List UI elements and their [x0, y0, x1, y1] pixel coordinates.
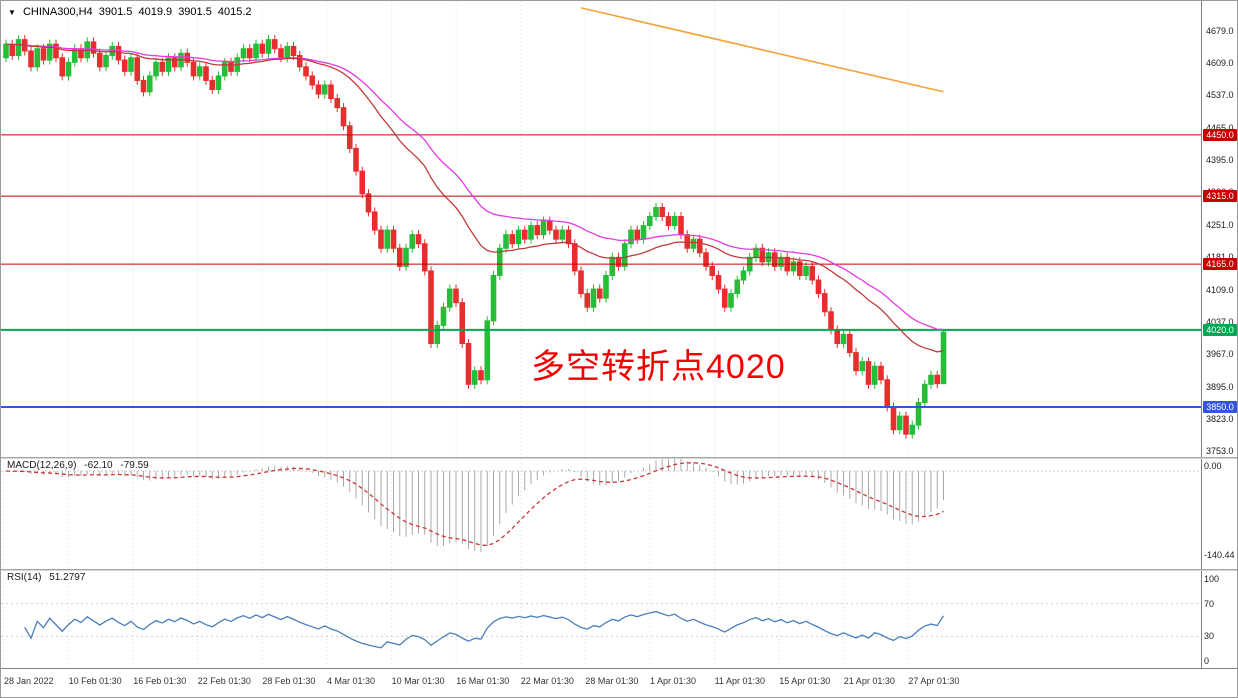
price-tick: 4679.0 [1206, 26, 1234, 36]
price-tick: 4251.0 [1206, 220, 1234, 231]
symbol-info: ▼ CHINA300,H4 3901.5 4019.9 3901.5 4015.… [8, 6, 255, 18]
time-tick: 21 Apr 01:30 [843, 676, 895, 686]
price-tick: 3753.0 [1206, 446, 1234, 456]
price-tick: 3895.0 [1206, 381, 1234, 392]
time-tick: 16 Mar 01:30 [456, 676, 510, 686]
symbol-name: CHINA300,H4 [22, 6, 93, 18]
ohlc-low: 3901.5 [178, 6, 212, 18]
candles [3, 35, 947, 439]
rsi-label: RSI(14) 51.2797 [7, 572, 90, 583]
price-scale[interactable]: 4679.04609.04537.04465.04395.04323.04251… [1201, 1, 1237, 668]
macd-label: MACD(12,26,9) -62.10 -79.59 [7, 460, 154, 471]
rsi-axis-0: 0 [1204, 656, 1210, 666]
ohlc-close: 4015.2 [217, 6, 252, 18]
time-tick: 11 Apr 01:30 [714, 676, 765, 686]
rsi-axis-70: 70 [1204, 598, 1215, 609]
rsi-axis-30: 30 [1204, 631, 1215, 642]
time-tick: 22 Mar 01:30 [520, 676, 574, 686]
time-tick: 15 Apr 01:30 [779, 676, 831, 686]
ohlc-open: 3901.5 [98, 6, 133, 18]
rsi-grid [3, 571, 909, 666]
time-tick: 27 Apr 01:30 [908, 676, 960, 686]
time-tick: 1 Apr 01:30 [650, 676, 697, 686]
chart-menu-arrow[interactable]: ▼ [8, 8, 16, 17]
chart-text-annotation[interactable]: 多空转折点4020 [531, 348, 786, 386]
macd-histogram [11, 459, 944, 553]
hline-price-label: 4315.0 [1203, 190, 1237, 203]
ma-fast-line[interactable] [5, 43, 944, 353]
time-tick: 10 Feb 01:30 [68, 676, 122, 686]
trend-line[interactable] [580, 7, 944, 93]
price-tick: 3967.0 [1206, 348, 1234, 359]
time-tick: 4 Mar 01:30 [327, 676, 376, 686]
ohlc-high: 4019.9 [138, 6, 173, 18]
rsi-line[interactable] [24, 610, 945, 649]
rsi-indicator-canvas[interactable] [1, 571, 1201, 666]
price-tick: 4537.0 [1206, 90, 1234, 101]
hline-price-label: 3850.0 [1203, 401, 1237, 413]
macd-signal-line[interactable] [5, 462, 944, 547]
macd-axis-top: 0.00 [1204, 461, 1222, 471]
macd-signal-value: -79.59 [120, 460, 149, 471]
time-tick: 28 Feb 01:30 [262, 676, 316, 686]
time-scale[interactable]: 28 Jan 2022 10 Feb 01:30 16 Feb 01:30 22 Fe… [1, 668, 1237, 697]
hline-price-label: 4450.0 [1203, 128, 1237, 141]
macd-name: MACD(12,26,9) [7, 460, 77, 471]
grid-lines [3, 1, 909, 457]
price-tick: 4181.0 [1206, 251, 1234, 262]
price-tick: 4109.0 [1206, 284, 1234, 295]
time-tick: 28 Mar 01:30 [585, 676, 639, 686]
price-tick: 3823.0 [1206, 414, 1234, 425]
macd-axis-bottom: -140.44 [1204, 550, 1235, 561]
pane-separator-rsi[interactable] [1, 569, 1237, 571]
macd-indicator-canvas[interactable] [1, 459, 1201, 569]
ma-slow-line[interactable] [5, 43, 944, 331]
time-tick: 16 Feb 01:30 [133, 676, 187, 686]
rsi-value: 51.2797 [49, 572, 86, 583]
time-tick: 10 Mar 01:30 [391, 676, 445, 686]
price-tick: 4037.0 [1206, 317, 1234, 328]
hline-price-label: 4165.0 [1203, 258, 1237, 271]
time-tick: 28 Jan 2022 [4, 676, 54, 686]
price-chart-canvas[interactable] [1, 1, 1201, 457]
price-tick: 4465.0 [1206, 123, 1234, 133]
rsi-name: RSI(14) [7, 572, 42, 583]
price-tick: 4609.0 [1206, 57, 1234, 68]
macd-value: -62.10 [84, 460, 113, 471]
hline-price-label: 4020.0 [1203, 323, 1237, 336]
rsi-axis-100: 100 [1204, 574, 1220, 584]
time-tick: 22 Feb 01:30 [197, 676, 251, 686]
price-tick: 4395.0 [1206, 154, 1234, 165]
pane-separator-macd[interactable] [1, 457, 1237, 459]
